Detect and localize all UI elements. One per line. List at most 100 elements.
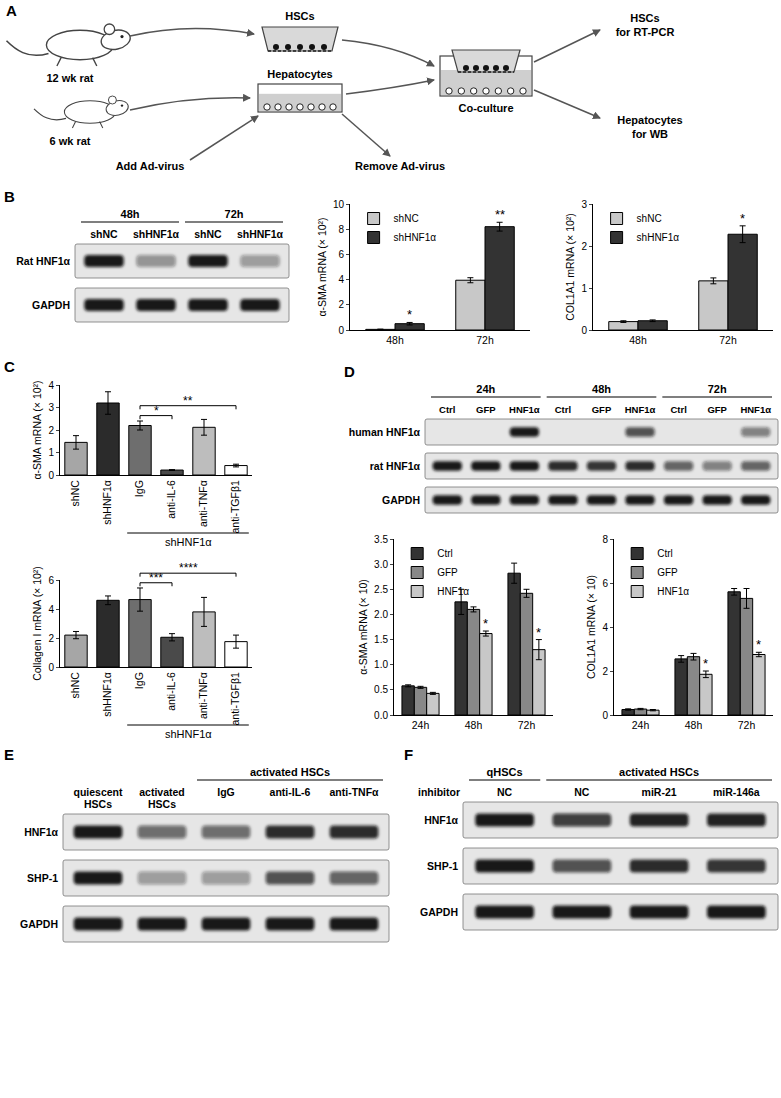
svg-text:6: 6 <box>48 575 54 586</box>
svg-text:3: 3 <box>48 402 54 413</box>
svg-text:anti-IL-6: anti-IL-6 <box>165 672 177 711</box>
svg-text:HNF1α: HNF1α <box>740 404 771 415</box>
svg-text:shHNF1α: shHNF1α <box>133 228 180 240</box>
svg-text:Ctrl: Ctrl <box>670 404 686 415</box>
svg-text:NC: NC <box>497 786 513 798</box>
svg-text:shHNF1α: shHNF1α <box>101 480 113 525</box>
svg-text:72h: 72h <box>225 208 244 220</box>
svg-text:48h: 48h <box>629 334 647 346</box>
svg-text:Remove Ad-virus: Remove Ad-virus <box>355 160 445 172</box>
svg-text:24h: 24h <box>632 719 650 731</box>
svg-text:shHNF1α: shHNF1α <box>165 728 212 740</box>
svg-text:shNC: shNC <box>69 672 81 699</box>
svg-text:human HNF1α: human HNF1α <box>349 426 421 438</box>
svg-text:HSCs: HSCs <box>84 798 112 810</box>
svg-text:0.5: 0.5 <box>374 684 388 695</box>
svg-text:6 wk rat: 6 wk rat <box>50 135 91 147</box>
svg-text:COL1A1 mRNA (× 10²): COL1A1 mRNA (× 10²) <box>564 213 576 321</box>
svg-text:HSCs: HSCs <box>630 12 659 24</box>
svg-text:GFP: GFP <box>476 404 496 415</box>
svg-text:8: 8 <box>338 224 344 235</box>
svg-text:for WB: for WB <box>632 128 668 140</box>
svg-text:shNC: shNC <box>90 228 118 240</box>
svg-text:shNC: shNC <box>194 228 222 240</box>
svg-text:GFP: GFP <box>437 567 458 578</box>
svg-text:shNC: shNC <box>637 213 662 224</box>
svg-text:48h: 48h <box>685 719 703 731</box>
svg-text:NC: NC <box>574 786 590 798</box>
svg-text:*: * <box>154 404 159 418</box>
svg-text:Ctrl: Ctrl <box>555 404 571 415</box>
svg-text:8: 8 <box>602 534 608 545</box>
svg-text:3.5: 3.5 <box>374 534 388 545</box>
svg-text:*: * <box>756 637 761 652</box>
svg-text:4: 4 <box>338 274 344 285</box>
svg-text:activated: activated <box>139 786 185 798</box>
svg-text:*: * <box>703 656 708 671</box>
svg-text:48h: 48h <box>386 334 404 346</box>
svg-text:COL1A1 mRNA (× 10): COL1A1 mRNA (× 10) <box>585 575 597 679</box>
svg-text:quiescent: quiescent <box>73 786 123 798</box>
svg-text:72h: 72h <box>476 334 494 346</box>
svg-text:α-SMA mRNA (× 10²): α-SMA mRNA (× 10²) <box>31 380 43 479</box>
svg-text:α-SMA mRNA (× 10): α-SMA mRNA (× 10) <box>357 579 369 675</box>
svg-text:2: 2 <box>602 666 608 677</box>
svg-text:activated HSCs: activated HSCs <box>250 766 330 778</box>
svg-text:anti-TNFα: anti-TNFα <box>197 480 209 527</box>
svg-text:**: ** <box>183 394 193 408</box>
svg-text:shNC: shNC <box>69 480 81 507</box>
svg-text:72h: 72h <box>719 334 737 346</box>
svg-text:miR-21: miR-21 <box>642 786 677 798</box>
svg-text:HSCs: HSCs <box>148 798 176 810</box>
svg-text:Add Ad-virus: Add Ad-virus <box>116 160 185 172</box>
svg-text:HNF1α: HNF1α <box>437 586 469 597</box>
svg-text:GFP: GFP <box>657 567 678 578</box>
svg-text:48h: 48h <box>592 383 611 395</box>
svg-text:6: 6 <box>602 578 608 589</box>
svg-text:GAPDH: GAPDH <box>382 494 420 506</box>
svg-text:48h: 48h <box>121 208 140 220</box>
svg-text:24h: 24h <box>476 383 495 395</box>
svg-text:shHNF1α: shHNF1α <box>165 536 212 548</box>
svg-text:4: 4 <box>48 380 54 391</box>
svg-text:qHSCs: qHSCs <box>487 766 523 778</box>
svg-text:0: 0 <box>581 325 587 336</box>
svg-text:HNF1α: HNF1α <box>424 814 458 826</box>
svg-text:Hepatocytes: Hepatocytes <box>267 68 332 80</box>
svg-text:GFP: GFP <box>592 404 612 415</box>
svg-text:Ctrl: Ctrl <box>657 548 673 559</box>
svg-text:GFP: GFP <box>707 404 727 415</box>
svg-text:shHNF1α: shHNF1α <box>394 232 437 243</box>
svg-text:Hepatocytes: Hepatocytes <box>617 114 682 126</box>
svg-text:12 wk rat: 12 wk rat <box>46 72 93 84</box>
svg-text:0: 0 <box>338 325 344 336</box>
svg-text:1.5: 1.5 <box>374 634 388 645</box>
svg-text:GAPDH: GAPDH <box>32 299 70 311</box>
svg-text:0: 0 <box>48 662 54 673</box>
svg-text:GAPDH: GAPDH <box>420 906 458 918</box>
svg-text:HNF1α: HNF1α <box>625 404 656 415</box>
svg-text:2: 2 <box>338 299 344 310</box>
svg-text:anti-IL-6: anti-IL-6 <box>165 480 177 519</box>
svg-text:HNF1α: HNF1α <box>509 404 540 415</box>
svg-text:Collagen I mRNA (× 10²): Collagen I mRNA (× 10²) <box>31 566 43 681</box>
svg-text:***: *** <box>149 571 163 585</box>
svg-text:SHP-1: SHP-1 <box>427 860 458 872</box>
svg-text:Ctrl: Ctrl <box>439 404 455 415</box>
svg-text:0.0: 0.0 <box>374 710 388 721</box>
svg-text:2.0: 2.0 <box>374 609 388 620</box>
svg-text:*: * <box>407 307 412 322</box>
svg-text:72h: 72h <box>738 719 756 731</box>
svg-text:0: 0 <box>48 470 54 481</box>
svg-text:shHNF1α: shHNF1α <box>637 232 680 243</box>
svg-text:2.5: 2.5 <box>374 584 388 595</box>
svg-text:anti-TNFα: anti-TNFα <box>329 786 379 798</box>
svg-text:3.0: 3.0 <box>374 559 388 570</box>
svg-text:2: 2 <box>581 241 587 252</box>
svg-text:HNF1α: HNF1α <box>24 826 58 838</box>
svg-text:shHNF1α: shHNF1α <box>101 672 113 717</box>
svg-text:α-SMA mRNA (× 10²): α-SMA mRNA (× 10²) <box>316 217 328 316</box>
svg-text:rat HNF1α: rat HNF1α <box>370 460 421 472</box>
svg-text:72h: 72h <box>708 383 727 395</box>
svg-text:2: 2 <box>48 425 54 436</box>
